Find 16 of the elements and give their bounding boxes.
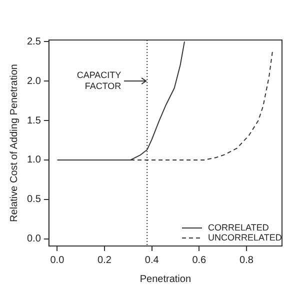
y-tick-label: 1.0 — [26, 154, 42, 166]
annotation: CAPACITY FACTOR — [76, 70, 122, 92]
x-tick-label: 0.0 — [50, 254, 65, 266]
legend-label: CORRELATED — [208, 222, 270, 232]
y-tick-label: 2.0 — [26, 76, 42, 87]
x-tick-label: 0.8 — [240, 254, 254, 266]
x-tick-label: 0.6 — [192, 254, 207, 266]
legend-label: UNCORRELATED — [208, 232, 282, 242]
x-tick-label: 0.4 — [144, 254, 160, 266]
y-axis-title: Relative Cost of Adding Penetration — [8, 64, 20, 222]
y-tick-label: 1.5 — [26, 115, 42, 126]
x-axis-title: Penetration — [140, 274, 192, 285]
y-tick-label: 0.5 — [26, 194, 42, 206]
y-tick-label: 0.0 — [26, 234, 42, 245]
y-tick-label: 2.5 — [26, 36, 42, 48]
x-tick-label: 0.2 — [98, 254, 112, 266]
